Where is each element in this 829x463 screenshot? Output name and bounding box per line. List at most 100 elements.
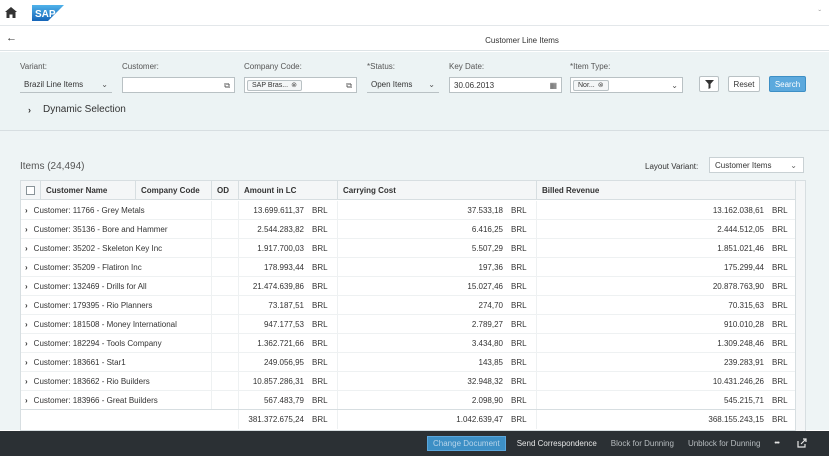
table-row[interactable]: › Customer: 183966 - Great Builders 567.48… — [21, 391, 797, 410]
expand-chevron-icon[interactable]: › — [25, 396, 28, 405]
billed-revenue-value: 13.162.038,61 — [712, 206, 764, 215]
expand-chevron-icon[interactable]: › — [25, 320, 28, 329]
billed-revenue-value: 545.215,71 — [723, 396, 764, 405]
currency: BRL — [511, 301, 527, 310]
total-carrying: 1.042.639,47 BRL — [338, 410, 537, 429]
customer-name: Customer: 181508 - Money International — [33, 320, 177, 329]
amount-cell: 249.056,95 BRL — [239, 353, 338, 372]
expand-chevron-icon[interactable]: › — [25, 282, 28, 291]
currency: BRL — [312, 377, 328, 386]
od-cell — [212, 296, 239, 315]
total-amount: 381.372.675,24 BRL — [239, 410, 338, 429]
search-button[interactable]: Search — [769, 76, 806, 92]
customer-name-cell: › Customer: 182294 - Tools Company — [21, 334, 212, 353]
column-header[interactable]: Company Code — [136, 181, 212, 200]
more-actions-button[interactable]: ••• — [774, 440, 779, 447]
reset-button[interactable]: Reset — [728, 76, 760, 92]
expand-chevron-icon[interactable]: › — [25, 339, 28, 348]
carrying-cost-value: 143,85 — [478, 358, 503, 367]
currency: BRL — [511, 377, 527, 386]
customer-name: Customer: 35209 - Flatiron Inc — [33, 263, 142, 272]
expand-chevron-icon[interactable]: › — [25, 301, 28, 310]
expand-chevron-icon[interactable]: › — [25, 244, 28, 253]
currency: BRL — [511, 339, 527, 348]
column-header[interactable]: Amount in LC — [239, 181, 338, 200]
value-help-icon[interactable]: ⧉ — [224, 81, 230, 90]
status-select[interactable]: Open Items ⌄ — [367, 77, 439, 93]
chevron-down-icon: ⌄ — [671, 81, 678, 90]
table-row[interactable]: › Customer: 183661 - Star1 249.056,95 BRL 14… — [21, 353, 797, 372]
table-row[interactable]: › Customer: 35209 - Flatiron Inc 178.993,4… — [21, 258, 797, 277]
currency: BRL — [312, 320, 328, 329]
column-header[interactable]: Carrying Cost — [338, 181, 537, 200]
chevron-right-icon: › — [28, 104, 31, 115]
table-row[interactable]: › Customer: 35136 - Bore and Hammer 2.544.… — [21, 220, 797, 239]
company-code-input[interactable]: SAP Bras... ⊗ ⧉ — [244, 77, 357, 93]
block-for-dunning-button[interactable]: Block for Dunning — [610, 439, 674, 448]
currency: BRL — [772, 206, 788, 215]
billed-revenue-cell: 1.851.021,46 BRL — [537, 239, 797, 258]
currency: BRL — [772, 244, 788, 253]
layout-variant-select[interactable]: Customer Items ⌄ — [709, 157, 804, 173]
share-icon[interactable] — [797, 437, 807, 450]
carrying-cost-value: 197,36 — [478, 263, 503, 272]
currency: BRL — [312, 339, 328, 348]
amount-value: 13.699.611,37 — [253, 206, 304, 215]
expand-chevron-icon[interactable]: › — [25, 263, 28, 272]
item-type-input[interactable]: Nor... ⊗ ⌄ — [570, 77, 683, 93]
send-correspondence-button[interactable]: Send Correspondence — [516, 439, 597, 448]
currency: BRL — [312, 263, 328, 272]
line-items-table: Customer Name Company Code OD Amount in … — [20, 180, 806, 432]
table-row[interactable]: › Customer: 182294 - Tools Company 1.362.7… — [21, 334, 797, 353]
table-row[interactable]: › Customer: 11766 - Grey Metals 13.699.611… — [21, 201, 797, 220]
key-date-input[interactable]: 30.06.2013 ▦ — [449, 77, 562, 93]
amount-cell: 73.187,51 BRL — [239, 296, 338, 315]
filter-settings-button[interactable] — [699, 76, 719, 92]
token-remove-icon[interactable]: ⊗ — [597, 82, 604, 89]
value-help-icon[interactable]: ⧉ — [346, 81, 352, 90]
company-code-group: Company Code: SAP Bras... ⊗ ⧉ — [244, 62, 357, 93]
currency: BRL — [511, 263, 527, 272]
amount-cell: 178.993,44 BRL — [239, 258, 338, 277]
dynamic-selection-toggle[interactable]: › Dynamic Selection — [28, 104, 126, 115]
token-remove-icon[interactable]: ⊗ — [291, 82, 297, 89]
table-row[interactable]: › Customer: 35202 - Skeleton Key Inc 1.917… — [21, 239, 797, 258]
calendar-icon[interactable]: ▦ — [549, 81, 557, 90]
customer-name-cell: › Customer: 183661 - Star1 — [21, 353, 212, 372]
carrying-cost-cell: 37.533,18 BRL — [338, 201, 537, 220]
currency: BRL — [511, 415, 527, 424]
column-header[interactable]: Billed Revenue — [542, 186, 600, 195]
amount-cell: 1.917.700,03 BRL — [239, 239, 338, 258]
column-header[interactable]: OD — [212, 181, 239, 200]
billed-revenue-value: 910.010,28 — [723, 320, 764, 329]
status-label: *Status: — [367, 62, 396, 71]
variant-select[interactable]: Brazil Line Items ⌄ — [20, 77, 112, 93]
home-button[interactable] — [0, 0, 22, 26]
expand-chevron-icon[interactable]: › — [25, 358, 28, 367]
carrying-cost-value: 2.789,27 — [471, 320, 503, 329]
unblock-for-dunning-button[interactable]: Unblock for Dunning — [687, 439, 761, 448]
expand-chevron-icon[interactable]: › — [25, 377, 28, 386]
table-row[interactable]: › Customer: 179395 - Rio Planners 73.187,5… — [21, 296, 797, 315]
shell-menu-caret[interactable]: ˇ — [818, 9, 821, 18]
expand-chevron-icon[interactable]: › — [25, 225, 28, 234]
amount-cell: 21.474.639,86 BRL — [239, 277, 338, 296]
expand-chevron-icon[interactable]: › — [25, 206, 28, 215]
company-code-token[interactable]: SAP Bras... ⊗ — [247, 79, 302, 91]
billed-revenue-value: 175.299,44 — [723, 263, 764, 272]
back-arrow-icon[interactable]: ← — [6, 32, 17, 44]
column-header[interactable]: Customer Name — [41, 181, 136, 200]
change-document-button[interactable]: Change Document — [427, 436, 506, 451]
item-type-token[interactable]: Nor... ⊗ — [573, 79, 609, 91]
total-amount-value: 381.372.675,24 — [248, 415, 304, 424]
amount-value: 10.857.286,31 — [252, 377, 304, 386]
table-row[interactable]: › Customer: 183662 - Rio Builders 10.857.2… — [21, 372, 797, 391]
vertical-scrollbar[interactable] — [795, 181, 805, 432]
customer-input[interactable]: ⧉ — [122, 77, 235, 93]
billed-revenue-cell: 70.315,63 BRL — [537, 296, 797, 315]
table-row[interactable]: › Customer: 181508 - Money International 9… — [21, 315, 797, 334]
table-row[interactable]: › Customer: 132469 - Drills for All 21.474… — [21, 277, 797, 296]
billed-revenue-value: 2.444.512,05 — [717, 225, 764, 234]
currency: BRL — [312, 396, 328, 405]
select-all-checkbox[interactable] — [26, 186, 35, 195]
